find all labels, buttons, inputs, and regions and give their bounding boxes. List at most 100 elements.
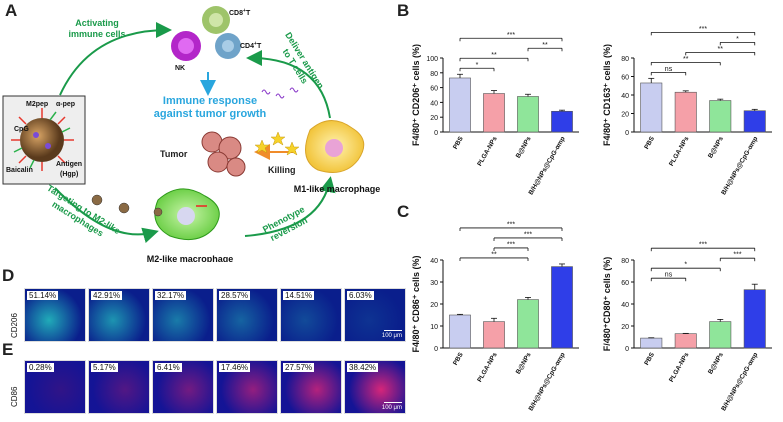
m1-label: M1-like macrophage: [294, 184, 381, 194]
sig-label: **: [542, 42, 548, 49]
x-tick-label: B/H@NPs@CpG-αmp: [528, 351, 567, 412]
bar-B2-0: [640, 82, 663, 133]
sig-label: **: [491, 251, 497, 258]
np-label-cpg: CpG: [14, 126, 29, 133]
y-tick-label: 60: [430, 86, 438, 93]
micrograph-cd206-4: 28.57%: [216, 288, 278, 342]
y-tick-label: 80: [621, 258, 629, 265]
row-d-label: CD206: [10, 313, 19, 338]
y-tick-label: 20: [430, 115, 438, 122]
bar-C1-0: [449, 314, 471, 349]
m1-macrophage-icon: [305, 120, 365, 173]
micrograph-percent: 0.28%: [27, 363, 54, 372]
panel-label-a: A: [5, 1, 18, 20]
sig-label: **: [491, 52, 497, 59]
y-tick-label: 0: [625, 130, 629, 137]
arrow-activating: [59, 22, 172, 96]
bar-C1-2: [517, 299, 539, 349]
micrograph-percent: 17.46%: [219, 363, 251, 372]
nk-label: NK: [175, 65, 185, 72]
y-tick-label: 20: [430, 302, 438, 309]
cd4-cell-icon: [215, 33, 241, 59]
cd8-cell-icon: [202, 6, 230, 34]
y-tick-label: 40: [430, 100, 438, 107]
killing-stars-icon: [254, 131, 300, 156]
y-tick-label: 0: [434, 346, 438, 353]
x-tick-label: PBS: [452, 135, 465, 151]
np-label-hgp: (Hgp): [60, 171, 78, 178]
micrograph-cd206-6: 6.03% 100 μm: [344, 288, 406, 342]
y-axis-label: F4/80⁺ CD163⁺ cells (%): [602, 44, 612, 146]
scale-label: 100 μm: [381, 333, 402, 339]
y-tick-label: 20: [621, 324, 629, 331]
sig-label: ***: [699, 242, 707, 249]
y-tick-label: 80: [430, 71, 438, 78]
y-tick-label: 80: [621, 56, 629, 63]
x-tick-label: PBS: [452, 351, 465, 367]
arrow-phenotype: [244, 176, 336, 237]
micrograph-percent: 27.57%: [283, 363, 315, 372]
x-tick-label: B@NPs: [515, 135, 533, 159]
micrograph-percent: 14.51%: [283, 291, 315, 300]
tumor-cells-icon: [201, 131, 246, 177]
x-tick-label: PLGA-NPs: [668, 135, 691, 167]
micrograph-cd86-3: 6.41%: [152, 360, 214, 414]
micrograph-cd86-6: 38.42% 100 μm: [344, 360, 406, 414]
panel-label-c: C: [397, 202, 410, 221]
micrograph-percent: 32.17%: [155, 291, 187, 300]
killing-label: Killing: [268, 165, 296, 175]
chart-b-cd206: 0 20 40 60 80 100 F4/80⁺ CD206⁺ cells (%) PBS PL…: [411, 32, 579, 196]
activating-text-1: Activating: [75, 18, 119, 28]
x-tick-label: PLGA-NPs: [668, 351, 691, 383]
micrograph-cd206-3: 32.17%: [152, 288, 214, 342]
panel-label-d: D: [2, 266, 15, 285]
scale-label: 100 μm: [381, 405, 402, 411]
micrograph-percent: 38.42%: [347, 363, 379, 372]
micrograph-cd86-2: 5.17%: [88, 360, 150, 414]
bar-C1-3: [551, 266, 573, 349]
sig-label: ***: [524, 231, 532, 238]
chart-c-cd86: 0 10 20 30 40 F4/80⁺ CD86⁺ cells (%) PBS PLGA-N…: [411, 221, 579, 412]
y-tick-label: 60: [621, 75, 629, 82]
bar-C2-0: [640, 337, 663, 349]
scale-bar: [384, 402, 402, 403]
row-e-label: CD86: [10, 386, 19, 407]
y-tick-label: 30: [430, 280, 438, 287]
sig-label: **: [683, 56, 689, 63]
np-label-antigen: Antigen: [56, 161, 82, 168]
tumor-label: Tumor: [160, 149, 188, 159]
sig-label: ***: [507, 241, 515, 248]
free-nanoparticles-icon: [91, 194, 163, 217]
sig-label: *: [476, 62, 479, 69]
x-tick-label: B/H@NPs@CpG-αmp: [528, 135, 567, 196]
scale-bar: [384, 330, 402, 331]
sig-label: ns: [665, 272, 673, 279]
panel-label-b: B: [397, 1, 410, 20]
y-tick-label: 40: [430, 258, 438, 265]
np-label-alpha-pep: α-pep: [56, 101, 75, 108]
x-tick-label: B/H@NPs@CpG-αmp: [720, 351, 759, 412]
micrograph-percent: 42.91%: [91, 291, 123, 300]
micrograph-cd206-2: 42.91%: [88, 288, 150, 342]
bar-C2-3: [743, 289, 766, 349]
micrograph-cd86-1: 0.28%: [24, 360, 86, 414]
m2-macrophage-icon: [154, 188, 220, 241]
micrograph-percent: 6.41%: [155, 363, 182, 372]
y-tick-label: 40: [621, 302, 629, 309]
chart-b-cd163: 0 20 40 60 80 F4/80⁺ CD163⁺ cells (%) PBS PLGA-…: [602, 26, 772, 196]
y-axis-label: F4/80⁺ CD86⁺ cells (%): [411, 255, 421, 352]
y-tick-label: 60: [621, 280, 629, 287]
activating-text-2: immune cells: [68, 29, 125, 39]
x-tick-label: B@NPs: [707, 351, 725, 375]
bar-B2-1: [674, 91, 697, 133]
x-tick-label: PLGA-NPs: [476, 351, 499, 383]
micrograph-percent: 28.57%: [219, 291, 251, 300]
micrograph-cd86-5: 27.57%: [280, 360, 342, 414]
x-tick-label: B@NPs: [515, 351, 533, 375]
x-tick-label: PBS: [643, 351, 656, 367]
antigen-squiggles-icon: [261, 87, 299, 99]
m2-label: M2-like macrophage: [147, 254, 234, 262]
bar-B1-1: [483, 93, 505, 133]
bar-C1-1: [483, 321, 505, 349]
sig-label: ***: [507, 32, 515, 39]
